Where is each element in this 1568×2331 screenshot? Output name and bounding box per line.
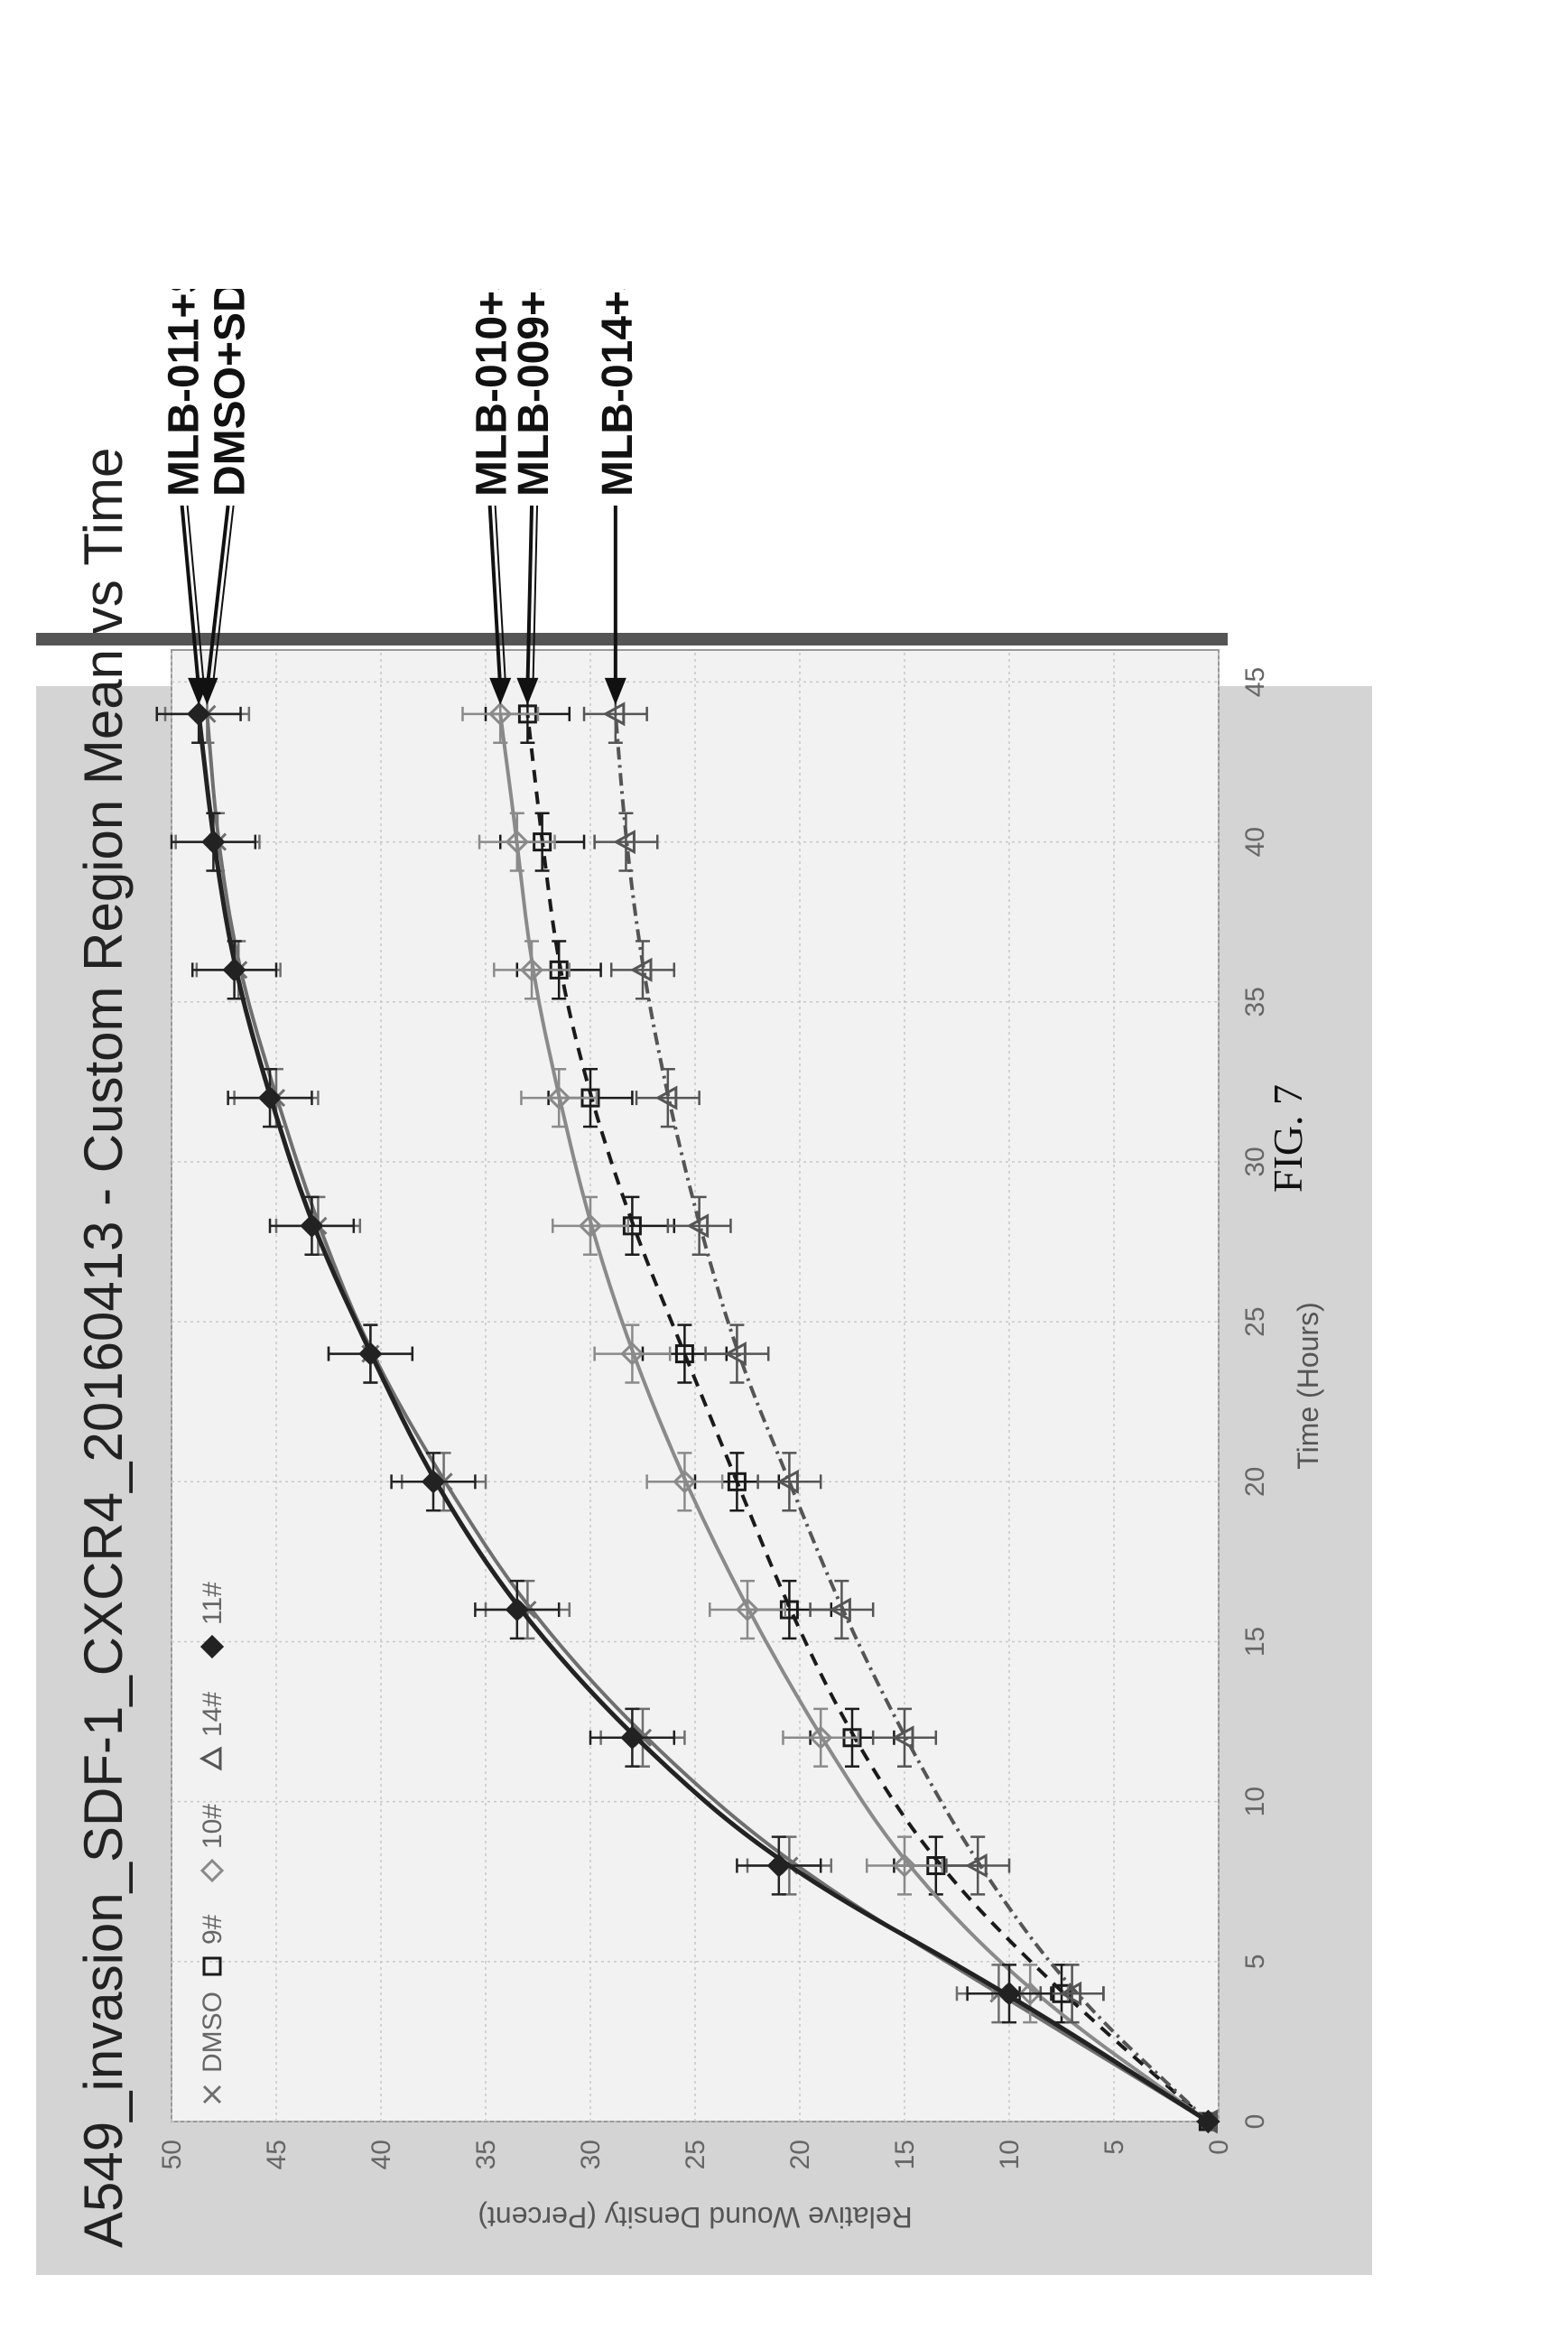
data-point [222, 958, 246, 982]
annotation-arrow-line [525, 505, 534, 689]
data-point [727, 1472, 747, 1491]
data-point [613, 830, 636, 855]
x-tick-label: 20 [1240, 1467, 1270, 1497]
y-tick-label: 35 [471, 2140, 501, 2169]
annotation-arrow-line [205, 505, 230, 690]
data-point [187, 701, 211, 726]
x-tick-label: 45 [1240, 667, 1270, 697]
chart: A549_invasion_SDF-1_CXCR4_20160413 - Cus… [36, 138, 1372, 2275]
data-point [892, 1853, 917, 1878]
data-point [201, 830, 226, 854]
annotation-arrow-line [180, 505, 201, 690]
legend-label: 11# [198, 1582, 227, 1625]
data-point [673, 1470, 697, 1494]
data-point [505, 830, 529, 854]
legend-marker [199, 1746, 222, 1771]
annotation-label: MLB-014+SDF-1α [594, 289, 642, 497]
data-point [891, 1725, 914, 1751]
legend-marker [202, 1956, 222, 1976]
x-tick-label: 10 [1240, 1787, 1270, 1816]
chart-title: A549_invasion_SDF-1_CXCR4_20160413 - Cus… [73, 448, 134, 2248]
y-tick-label: 50 [157, 2140, 187, 2169]
y-tick-label: 45 [262, 2140, 292, 2169]
annotation-label: MLB-010+SDF-1α [469, 289, 516, 497]
data-point [686, 1213, 710, 1239]
y-tick-label: 40 [366, 2140, 396, 2169]
annotation-arrow-line [186, 505, 206, 689]
data-point [1196, 2109, 1220, 2134]
y-tick-label: 0 [1204, 2140, 1234, 2155]
annotation-arrow-line [532, 505, 539, 689]
data-point [965, 1853, 988, 1879]
data-point [547, 1085, 571, 1110]
data-point [1059, 1981, 1082, 2006]
x-tick-label: 40 [1240, 827, 1270, 857]
annotation-arrow-head [604, 677, 626, 705]
y-tick-label: 5 [1099, 2140, 1129, 2155]
figure-label: FIG. 7 [1265, 1083, 1311, 1193]
data-point [629, 957, 653, 982]
data-point [654, 1085, 678, 1110]
annotation-label: DMSO+SDF-1α [207, 289, 255, 497]
data-point [300, 1213, 324, 1238]
x-tick-label: 25 [1240, 1306, 1270, 1336]
y-tick-label: 10 [995, 2140, 1025, 2169]
data-point [257, 1085, 283, 1110]
series-line-14 [613, 713, 1210, 2123]
data-point [674, 1344, 694, 1364]
data-point [421, 1470, 446, 1494]
x-tick-label: 5 [1240, 1954, 1270, 1969]
legend-label: 10# [198, 1804, 227, 1849]
data-point [505, 1597, 529, 1622]
data-point [809, 1725, 833, 1750]
data-point [724, 1342, 747, 1367]
rotated-chart-panel: A549_invasion_SDF-1_CXCR4_20160413 - Cus… [36, 138, 1372, 2275]
legend-marker [202, 2085, 222, 2104]
y-axis-label: Relative Wound Density (Percent) [478, 2201, 912, 2233]
y-tick-label: 15 [890, 2140, 920, 2169]
legend-label: 9# [198, 1914, 227, 1945]
annotation-label: MLB-011+SDF-1α [161, 289, 209, 497]
series-line-9 [525, 713, 1210, 2123]
data-point [997, 1982, 1022, 2006]
data-point [602, 701, 626, 727]
y-tick-label: 25 [681, 2140, 710, 2169]
annotation-arrow-line [211, 505, 235, 689]
y-tick-label: 20 [785, 2140, 815, 2169]
y-tick-label: 30 [576, 2140, 606, 2169]
data-point [829, 1597, 851, 1622]
annotation-label: MLB-009+SDF-1α [510, 289, 558, 497]
legend-label: 14# [198, 1692, 227, 1737]
data-point [488, 701, 513, 726]
legend-marker [199, 1858, 225, 1883]
data-point [620, 1342, 645, 1366]
data-point [358, 1342, 383, 1366]
x-axis-label: Time (Hours) [1292, 1302, 1324, 1469]
x-tick-label: 30 [1240, 1147, 1270, 1176]
data-point [620, 1725, 645, 1750]
annotation-arrow-line [494, 505, 507, 689]
x-tick-label: 15 [1240, 1627, 1270, 1657]
x-tick-label: 0 [1240, 2114, 1270, 2130]
legend-marker [199, 1634, 225, 1659]
data-point [519, 958, 544, 982]
data-point [735, 1597, 760, 1622]
x-tick-label: 35 [1240, 987, 1270, 1017]
data-point [776, 1469, 799, 1494]
legend-label: DMSO [198, 1992, 227, 2073]
data-point [766, 1853, 791, 1878]
data-point [578, 1213, 603, 1238]
annotation-arrow-line [487, 505, 503, 689]
